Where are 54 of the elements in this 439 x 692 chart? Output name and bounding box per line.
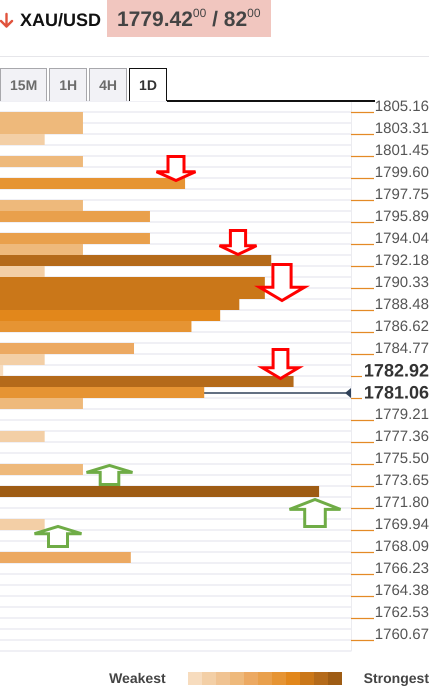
y-tick-label: 1784.77 [374, 340, 429, 357]
y-tick-label: 1788.48 [374, 296, 429, 313]
timeframe-tab: 4H [89, 68, 128, 101]
bar [0, 178, 186, 189]
y-tick-label: 1769.94 [374, 516, 429, 533]
y-tick-label: 1771.80 [374, 494, 429, 511]
bar [0, 486, 320, 497]
bar [0, 431, 45, 442]
bar [0, 156, 83, 167]
bar [0, 233, 150, 244]
y-tick-label: 1797.75 [374, 186, 429, 203]
bar [0, 310, 220, 321]
chart-title: XAU/USD [20, 9, 102, 31]
y-tick-label: 1775.50 [374, 450, 429, 467]
y-tick-label: 1790.33 [374, 274, 429, 291]
y-tick-label: 1803.31 [374, 120, 429, 137]
bar [0, 255, 272, 266]
timeframe-tab: 1H [49, 68, 88, 101]
y-tick-label: 1794.04 [374, 230, 429, 247]
bar [0, 266, 45, 277]
y-tick-label: 1777.36 [374, 428, 429, 445]
y-tick-label: 1773.65 [374, 472, 429, 489]
y-tick-label: 1805.16 [374, 98, 429, 115]
bar [0, 365, 4, 376]
bar [0, 354, 45, 365]
y-tick-label: 1762.53 [374, 604, 429, 621]
y-tick-label: 1760.67 [374, 626, 429, 643]
y-tick-label: 1782.92 [364, 360, 429, 380]
bar [0, 376, 294, 387]
y-tick-label: 1795.89 [374, 208, 429, 225]
text: Strongest [364, 670, 429, 686]
y-tick-label: 1799.60 [374, 164, 429, 181]
y-tick-label: 1801.45 [374, 142, 429, 159]
bar [0, 211, 150, 222]
chart-subtitle: 1779.42$^{00}$ / 82$^{00}$ [107, 0, 271, 37]
bar [0, 464, 83, 475]
y-tick-label: 1779.21 [374, 406, 429, 423]
bar [0, 200, 83, 211]
bar [0, 398, 83, 409]
timeframe-tab: 15M [0, 68, 48, 101]
bar [0, 321, 192, 332]
bar [0, 244, 83, 255]
bar [0, 343, 134, 354]
y-tick-label: 1768.09 [374, 538, 429, 555]
bar [0, 387, 204, 398]
text: Weakest [109, 670, 166, 686]
bar [0, 134, 45, 145]
bar [0, 552, 131, 563]
y-tick-label: 1764.38 [374, 582, 429, 599]
y-tick-label: 1766.23 [374, 560, 429, 577]
timeframe-tab: 1D [129, 68, 167, 101]
y-tick-label: 1786.62 [374, 318, 429, 335]
y-tick-label: 1781.06 [364, 382, 429, 402]
y-tick-label: 1792.18 [374, 252, 429, 269]
